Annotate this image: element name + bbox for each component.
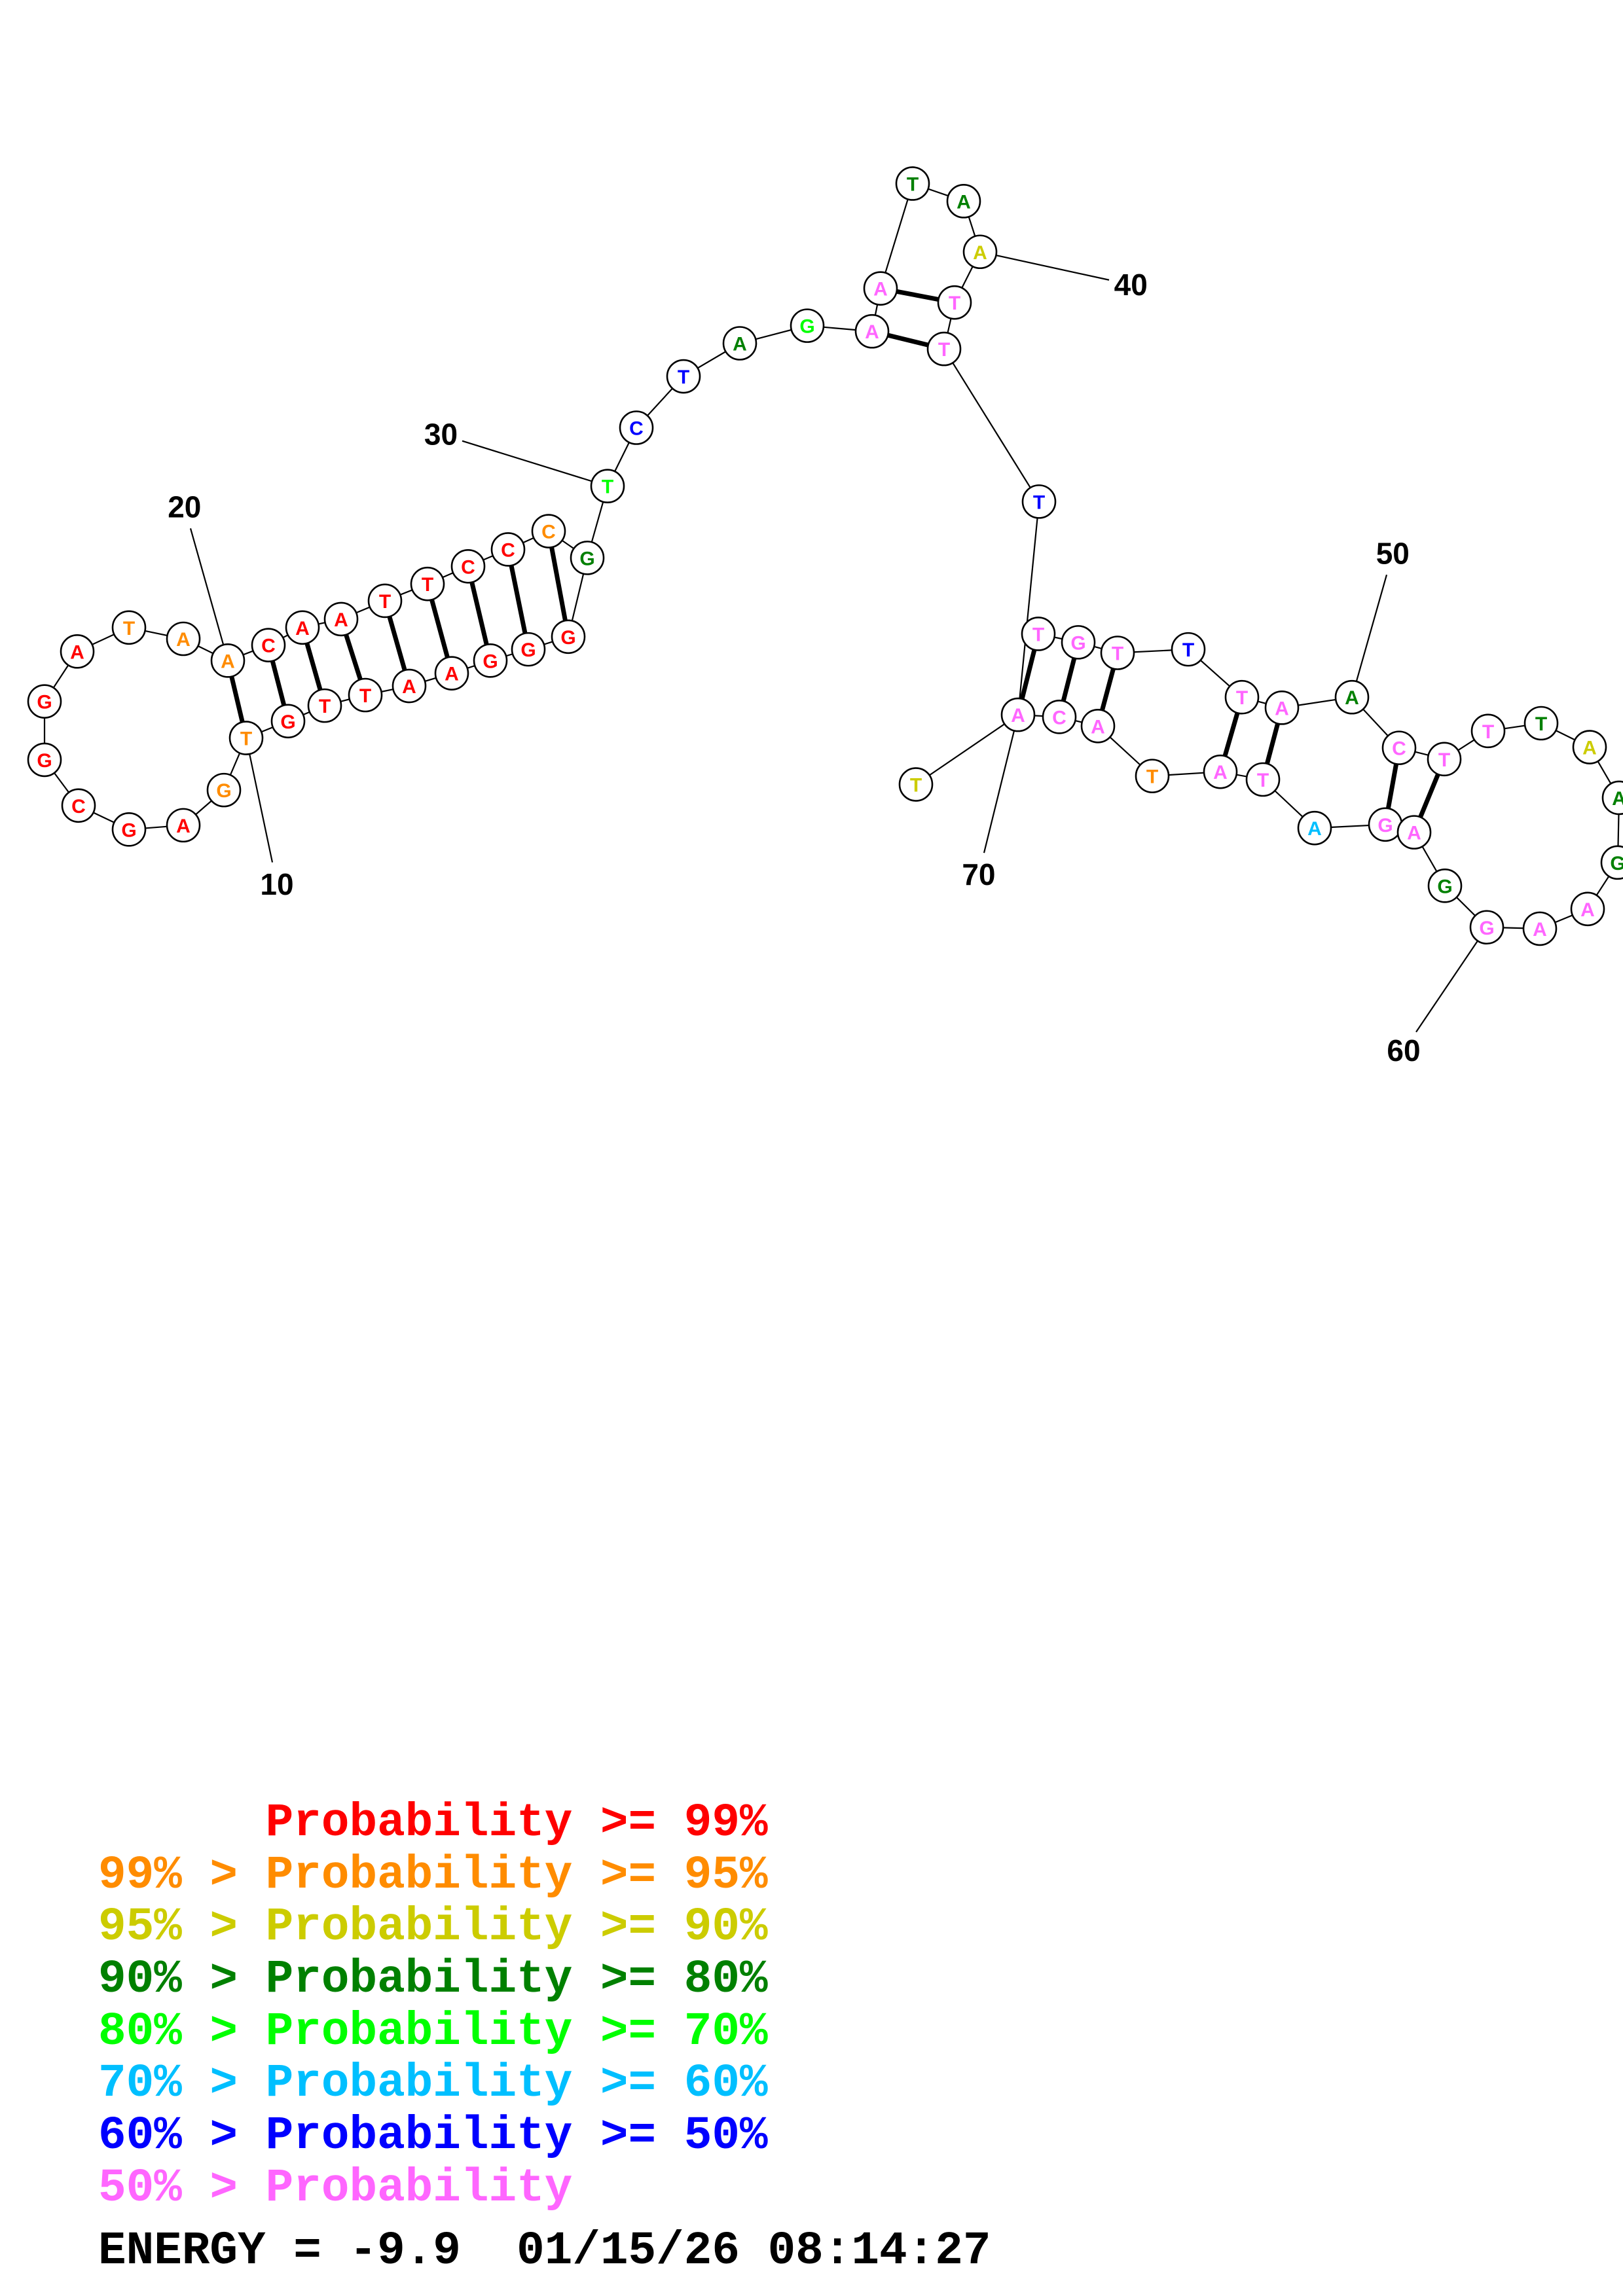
svg-text:A: A — [1011, 705, 1025, 726]
svg-text:T: T — [1182, 639, 1194, 661]
svg-text:A: A — [221, 651, 235, 672]
svg-text:A: A — [1582, 738, 1597, 759]
svg-text:20: 20 — [168, 490, 201, 524]
svg-text:T: T — [379, 591, 391, 613]
svg-text:50: 50 — [1376, 537, 1410, 571]
svg-text:A: A — [402, 676, 416, 698]
svg-text:T: T — [359, 685, 371, 707]
svg-text:T: T — [319, 696, 331, 717]
svg-text:T: T — [1438, 749, 1450, 771]
svg-text:G: G — [560, 627, 575, 649]
svg-text:T: T — [910, 775, 922, 797]
svg-text:G: G — [1437, 876, 1452, 897]
svg-text:C: C — [461, 556, 475, 578]
svg-text:C: C — [261, 636, 276, 657]
svg-text:T: T — [1032, 624, 1044, 645]
svg-text:60: 60 — [1387, 1033, 1420, 1067]
svg-text:30: 30 — [424, 418, 458, 452]
svg-text:A: A — [973, 242, 987, 264]
svg-text:T: T — [1236, 687, 1248, 709]
svg-text:G: G — [216, 780, 231, 802]
svg-text:A: A — [865, 321, 879, 343]
svg-text:A: A — [1407, 823, 1421, 844]
svg-text:A: A — [176, 816, 191, 837]
svg-text:A: A — [733, 334, 747, 355]
svg-text:G: G — [37, 750, 52, 772]
svg-text:G: G — [520, 639, 536, 661]
svg-text:T: T — [1112, 643, 1123, 665]
svg-text:G: G — [280, 711, 295, 733]
svg-text:C: C — [1052, 707, 1067, 728]
svg-text:C: C — [1392, 738, 1406, 760]
svg-text:A: A — [1091, 716, 1105, 738]
svg-text:A: A — [334, 609, 348, 631]
svg-text:T: T — [1146, 766, 1158, 788]
svg-text:G: G — [1377, 815, 1393, 836]
svg-text:T: T — [602, 476, 613, 498]
svg-text:T: T — [240, 728, 252, 750]
svg-text:C: C — [71, 796, 86, 817]
svg-text:A: A — [1533, 919, 1547, 941]
svg-text:10: 10 — [260, 867, 293, 901]
svg-text:T: T — [949, 293, 960, 314]
svg-text:T: T — [123, 618, 135, 639]
svg-text:G: G — [1479, 918, 1494, 939]
svg-text:A: A — [1580, 899, 1595, 921]
svg-text:A: A — [1612, 788, 1623, 810]
svg-text:T: T — [1257, 770, 1269, 791]
svg-text:A: A — [1307, 818, 1322, 840]
svg-text:T: T — [678, 367, 689, 388]
svg-text:A: A — [1213, 762, 1228, 783]
svg-text:40: 40 — [1114, 268, 1148, 302]
svg-text:A: A — [445, 664, 459, 685]
svg-text:T: T — [907, 173, 919, 195]
svg-text:C: C — [541, 522, 556, 543]
svg-text:G: G — [483, 651, 498, 672]
svg-text:G: G — [799, 316, 814, 338]
svg-text:70: 70 — [962, 857, 995, 891]
svg-text:A: A — [70, 641, 84, 663]
svg-text:T: T — [1033, 492, 1045, 513]
svg-text:G: G — [579, 548, 594, 569]
svg-text:T: T — [422, 574, 433, 596]
svg-text:A: A — [957, 191, 971, 213]
svg-text:A: A — [1275, 698, 1289, 719]
svg-text:A: A — [295, 618, 310, 639]
svg-text:G: G — [1070, 632, 1085, 654]
svg-text:G: G — [37, 692, 52, 713]
svg-text:G: G — [121, 819, 136, 841]
svg-text:A: A — [1345, 687, 1359, 709]
svg-text:G: G — [1610, 853, 1623, 874]
svg-text:T: T — [1482, 721, 1494, 743]
svg-text:T: T — [938, 339, 950, 361]
svg-text:A: A — [873, 279, 888, 300]
svg-text:C: C — [629, 418, 644, 440]
svg-text:T: T — [1535, 713, 1547, 735]
svg-text:A: A — [176, 629, 191, 651]
svg-text:C: C — [501, 539, 515, 561]
